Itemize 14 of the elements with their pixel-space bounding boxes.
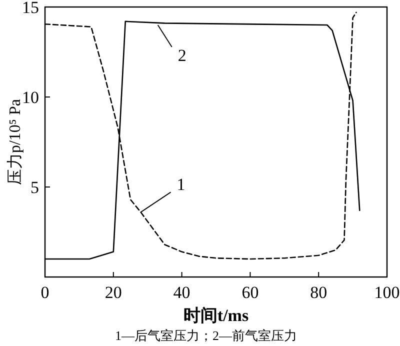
y-tick-label: 5 bbox=[30, 178, 39, 197]
y-tick-label: 10 bbox=[22, 88, 39, 107]
x-axis-title: 时间t/ms bbox=[183, 306, 249, 325]
x-tick-label: 100 bbox=[374, 283, 400, 302]
annotation: 2 bbox=[178, 46, 186, 65]
y-tick-label: 15 bbox=[22, 0, 39, 17]
annotation: 1 bbox=[176, 175, 186, 194]
y-axis-title: 压力p/10⁵ Pa bbox=[6, 98, 24, 186]
x-tick-label: 0 bbox=[40, 283, 50, 302]
x-tick-label: 60 bbox=[242, 283, 259, 302]
x-tick-label: 80 bbox=[310, 283, 328, 302]
x-tick-label: 20 bbox=[104, 283, 122, 302]
text: 1—后气室压力；2—前气室压力 bbox=[115, 328, 297, 343]
x-tick-label: 40 bbox=[173, 283, 190, 302]
